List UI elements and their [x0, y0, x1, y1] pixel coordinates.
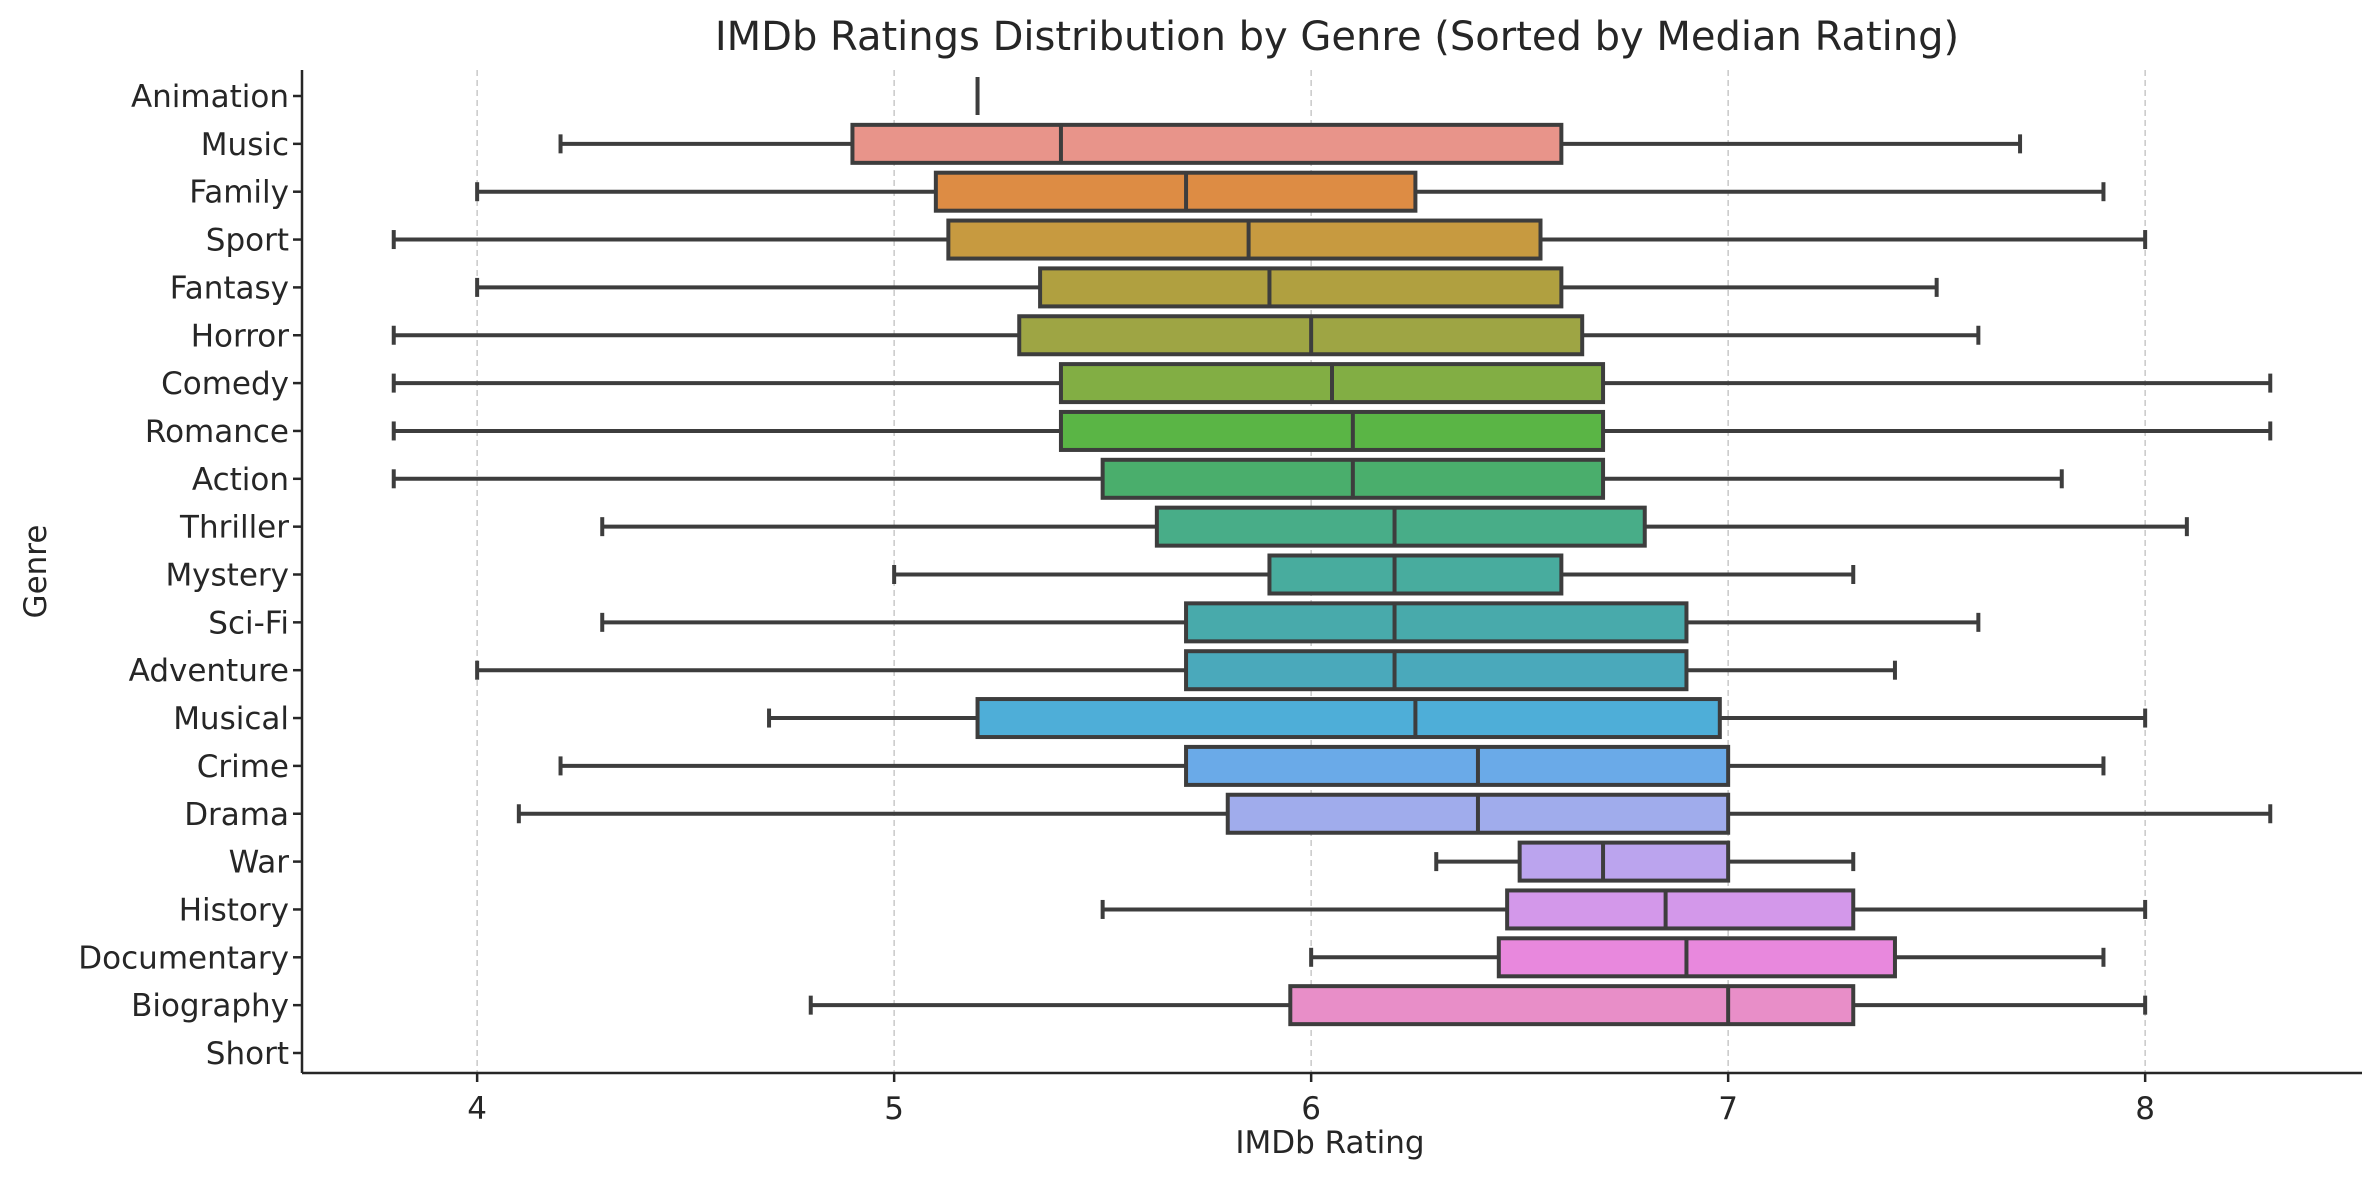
y-tick-label: Drama — [184, 797, 289, 833]
iqr-box — [1267, 553, 1564, 596]
y-tick-label: Music — [201, 127, 289, 163]
y-tick-label: Sci-Fi — [208, 605, 289, 641]
iqr-box — [1154, 505, 1647, 548]
iqr-box — [1184, 649, 1689, 692]
y-tick-label: Animation — [131, 79, 289, 115]
y-tick-label: Sport — [206, 223, 289, 259]
iqr-box — [933, 170, 1418, 213]
y-tick-label: History — [179, 892, 289, 928]
y-tick-label: Musical — [173, 701, 289, 737]
box-musical — [767, 697, 2148, 740]
iqr-box — [1058, 409, 1606, 452]
iqr-box — [1517, 840, 1731, 883]
y-tick-label: Biography — [131, 988, 289, 1024]
y-tick-label: Action — [192, 462, 289, 498]
y-tick-label: Family — [189, 175, 289, 211]
x-ticks: 4 5 6 7 8 — [467, 1073, 2155, 1127]
box-war — [1434, 840, 1856, 883]
y-tick-label: Thriller — [179, 510, 289, 546]
y-tick-label: Documentary — [78, 940, 289, 976]
iqr-box — [1017, 314, 1585, 357]
box-drama — [516, 792, 2273, 835]
y-tick-label: War — [229, 845, 290, 881]
box-family — [475, 170, 2106, 213]
x-axis-label: IMDb Rating — [1235, 1125, 1424, 1161]
box-adventure — [475, 649, 1897, 692]
chart-title: IMDb Ratings Distribution by Genre (Sort… — [715, 14, 1959, 60]
box-thriller — [600, 505, 2189, 548]
box-sci-fi — [600, 601, 1981, 644]
box-crime — [558, 744, 2106, 787]
axes — [300, 70, 2362, 1075]
iqr-box — [1288, 984, 1856, 1027]
y-axis-label: Genre — [18, 525, 54, 619]
y-tick-label: Mystery — [165, 558, 289, 594]
iqr-box — [1184, 601, 1689, 644]
box-music — [558, 122, 2023, 165]
y-tick-label: Comedy — [161, 366, 289, 402]
iqr-box — [1184, 744, 1731, 787]
box-plots — [391, 77, 2273, 1027]
box-romance — [391, 409, 2273, 452]
box-action — [391, 457, 2064, 500]
y-tick-label: Romance — [145, 414, 289, 450]
iqr-box — [1038, 266, 1564, 309]
x-tick-label: 6 — [1301, 1091, 1321, 1127]
x-tick-label: 7 — [1718, 1091, 1738, 1127]
iqr-box — [1496, 936, 1897, 979]
x-tick-label: 5 — [884, 1091, 904, 1127]
y-ticks: Animation Music Family Sport Fantasy Horror Co… — [78, 79, 302, 1072]
box-comedy — [391, 362, 2273, 405]
box-sport — [391, 218, 2148, 261]
box-horror — [391, 314, 1981, 357]
box-mystery — [892, 553, 1856, 596]
y-tick-label: Adventure — [129, 653, 289, 689]
y-tick-label: Short — [206, 1036, 289, 1072]
box-biography — [808, 984, 2148, 1027]
iqr-box — [850, 122, 1564, 165]
box-documentary — [1309, 936, 2106, 979]
iqr-box — [946, 218, 1543, 261]
iqr-box — [1505, 888, 1856, 931]
y-tick-label: Crime — [197, 749, 289, 785]
x-tick-label: 8 — [2135, 1091, 2155, 1127]
y-tick-label: Horror — [191, 318, 290, 354]
iqr-box — [975, 697, 1722, 740]
y-tick-label: Fantasy — [170, 270, 289, 306]
box-fantasy — [475, 266, 1939, 309]
x-tick-label: 4 — [467, 1091, 487, 1127]
box-history — [1100, 888, 2148, 931]
